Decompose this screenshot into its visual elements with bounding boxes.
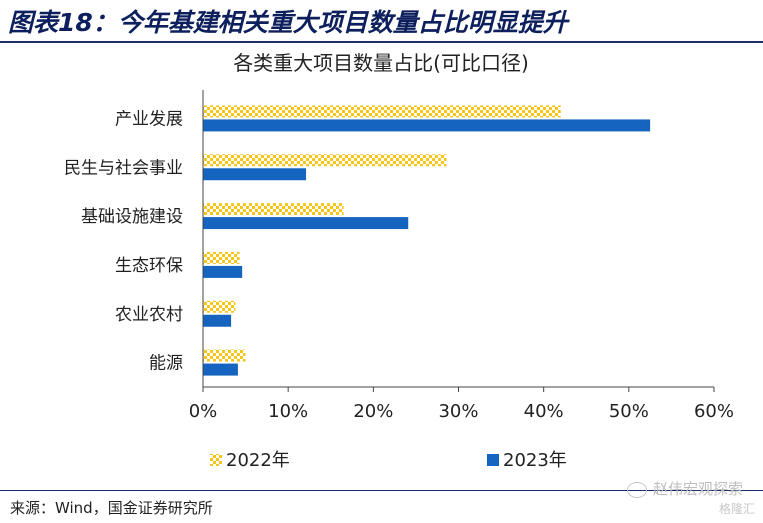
- category-label: 生态环保: [115, 256, 183, 276]
- wechat-icon: [626, 481, 647, 498]
- category-label: 能源: [149, 354, 183, 374]
- bar-2022: [203, 251, 240, 264]
- watermark-channel-text: 赵伟宏观探索: [652, 480, 743, 498]
- bar-chart: 各类重大项目数量占比(可比口径) 产业发展民生与社会事业基础设施建设生态环保农业农…: [64, 51, 734, 471]
- x-tick-label: 30%: [438, 401, 478, 422]
- legend-2022-label: 2022年: [226, 450, 290, 471]
- legend-2022-swatch: [210, 454, 222, 466]
- x-tick-label: 50%: [609, 401, 649, 422]
- bar-2023: [203, 217, 409, 230]
- figure-title: 图表18：今年基建相关重大项目数量占比明显提升: [8, 8, 568, 37]
- figure-header: 图表18：今年基建相关重大项目数量占比明显提升: [0, 0, 763, 44]
- header-divider: [0, 41, 763, 43]
- legend-2023-label: 2023年: [503, 450, 567, 471]
- chart-title: 各类重大项目数量占比(可比口径): [233, 51, 529, 75]
- bar-2023: [203, 314, 232, 327]
- bar-2023: [203, 363, 238, 376]
- category-label: 产业发展: [115, 109, 183, 129]
- category-label: 民生与社会事业: [64, 158, 183, 178]
- bar-2022: [203, 300, 236, 313]
- x-tick-label: 20%: [353, 401, 393, 422]
- watermark-site: 格隆汇: [718, 502, 755, 516]
- bar-2023: [203, 168, 307, 181]
- legend-2023-swatch: [487, 454, 499, 466]
- category-label: 基础设施建设: [81, 207, 183, 227]
- x-tick-label: 60%: [694, 401, 734, 422]
- bar-2022: [203, 154, 447, 167]
- watermark-channel: 赵伟宏观探索: [626, 478, 743, 499]
- category-label: 农业农村: [115, 305, 183, 325]
- footer-divider: [0, 490, 763, 491]
- bar-2023: [203, 265, 243, 278]
- x-tick-label: 0%: [189, 401, 218, 422]
- bar-2022: [203, 349, 246, 362]
- bar-2023: [203, 119, 651, 132]
- x-tick-label: 40%: [524, 401, 564, 422]
- source-note: 来源：Wind，国金证券研究所: [10, 499, 213, 517]
- x-tick-label: 10%: [268, 401, 308, 422]
- bar-2022: [203, 105, 561, 118]
- bar-2022: [203, 203, 344, 216]
